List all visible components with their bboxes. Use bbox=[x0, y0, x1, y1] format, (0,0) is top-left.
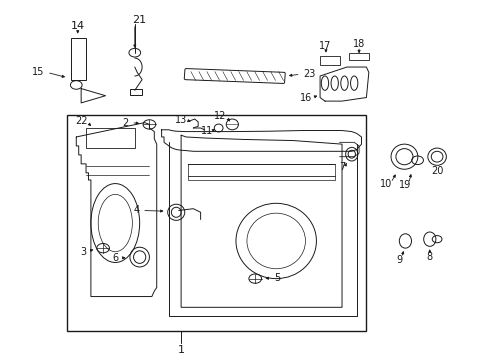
Text: 10: 10 bbox=[379, 179, 391, 189]
Bar bbox=[86, 128, 135, 148]
Text: 21: 21 bbox=[132, 15, 146, 26]
Text: 3: 3 bbox=[80, 247, 86, 257]
Text: 17: 17 bbox=[318, 41, 330, 50]
Text: 13: 13 bbox=[174, 115, 186, 125]
Bar bbox=[348, 53, 368, 60]
Text: 2: 2 bbox=[122, 118, 128, 128]
Text: 20: 20 bbox=[430, 166, 443, 176]
Text: 12: 12 bbox=[213, 111, 225, 121]
Text: 23: 23 bbox=[303, 69, 315, 79]
Text: 15: 15 bbox=[32, 67, 44, 77]
Bar bbox=[71, 39, 86, 80]
Text: 16: 16 bbox=[299, 93, 311, 103]
Bar bbox=[320, 56, 339, 65]
Text: 8: 8 bbox=[426, 252, 432, 262]
Text: 19: 19 bbox=[399, 180, 411, 190]
Text: 7: 7 bbox=[338, 162, 345, 172]
Text: 11: 11 bbox=[200, 126, 212, 135]
Text: 5: 5 bbox=[273, 273, 280, 283]
Text: 1: 1 bbox=[177, 345, 184, 355]
Text: 18: 18 bbox=[352, 39, 365, 49]
Text: 4: 4 bbox=[133, 206, 140, 216]
Text: 22: 22 bbox=[75, 116, 87, 126]
Bar bbox=[130, 89, 142, 95]
Bar bbox=[66, 116, 366, 330]
Text: 14: 14 bbox=[71, 21, 84, 31]
Text: 6: 6 bbox=[112, 253, 119, 263]
Text: 9: 9 bbox=[396, 255, 402, 265]
